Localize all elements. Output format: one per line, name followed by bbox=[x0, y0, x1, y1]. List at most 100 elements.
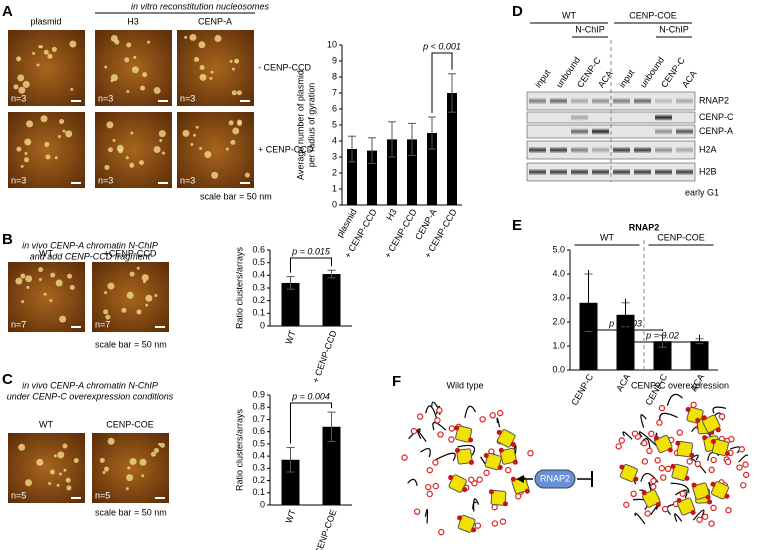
blot-band bbox=[613, 98, 630, 104]
blot-band bbox=[592, 169, 609, 175]
cenp-c bbox=[490, 490, 507, 506]
y-axis-label: per radius of gyration bbox=[306, 83, 316, 168]
blot-band bbox=[550, 169, 567, 175]
p-bracket bbox=[625, 298, 700, 343]
nucleosome bbox=[413, 508, 421, 515]
blot-band bbox=[655, 169, 672, 175]
cenp-c bbox=[499, 447, 517, 465]
nucleosome bbox=[505, 466, 512, 474]
bar bbox=[447, 93, 457, 205]
p-value: p = 0.015 bbox=[291, 246, 331, 256]
nucleosome bbox=[425, 483, 432, 491]
afm-particle bbox=[57, 451, 65, 459]
dna-loop bbox=[674, 489, 688, 499]
afm-particle bbox=[129, 458, 137, 466]
scale-label: scale bar = 50 nm bbox=[95, 339, 167, 349]
afm-image bbox=[8, 262, 85, 332]
blot-band bbox=[571, 128, 588, 135]
y-tick-label: 0 bbox=[260, 499, 265, 509]
nucleosome bbox=[499, 518, 507, 525]
dna-loop bbox=[425, 405, 438, 419]
y-tick-label: 8 bbox=[332, 71, 337, 81]
lane-label: ACA bbox=[596, 69, 615, 90]
afm-particle bbox=[40, 115, 48, 123]
afm-particle bbox=[107, 437, 115, 445]
x-tick-label: CENP-COE bbox=[313, 508, 339, 550]
nucleosome bbox=[434, 417, 441, 424]
column-label: CENP-A bbox=[198, 16, 232, 26]
dna-loop bbox=[420, 447, 431, 458]
cenp-a bbox=[707, 499, 713, 505]
afm-particle bbox=[20, 273, 26, 279]
afm-particle bbox=[110, 35, 118, 43]
cenp-a bbox=[497, 465, 503, 471]
y-tick-label: 5.0 bbox=[552, 244, 565, 254]
y-tick-label: 0.1 bbox=[252, 487, 265, 497]
cenp-a bbox=[724, 450, 730, 456]
y-tick-label: 0 bbox=[332, 199, 337, 209]
y-tick-label: 5 bbox=[332, 119, 337, 129]
cenp-a bbox=[488, 489, 494, 495]
afm-particle bbox=[198, 41, 206, 49]
cenp-a bbox=[689, 452, 695, 458]
blot-band bbox=[571, 169, 588, 175]
afm-particle bbox=[139, 458, 147, 466]
nucleosome bbox=[718, 413, 726, 420]
afm-particle bbox=[26, 285, 30, 289]
nucleosome bbox=[644, 510, 651, 517]
p-value: p = 0.004 bbox=[291, 391, 330, 401]
nucleosome bbox=[426, 490, 433, 498]
nucleosome bbox=[660, 474, 667, 481]
cenp-a bbox=[667, 447, 673, 453]
afm-particle bbox=[16, 56, 22, 62]
afm-particle bbox=[193, 133, 197, 137]
afm-particle bbox=[49, 469, 55, 475]
afm-particle bbox=[146, 40, 150, 44]
dna-loop bbox=[638, 431, 659, 448]
dna-loop bbox=[424, 509, 429, 524]
afm-particle bbox=[138, 160, 144, 166]
afm-particle bbox=[161, 151, 165, 155]
nucleosome bbox=[410, 427, 418, 435]
afm-particle bbox=[38, 277, 42, 281]
afm-particle bbox=[18, 443, 26, 451]
cenp-a bbox=[684, 475, 690, 481]
afm-particle bbox=[48, 482, 52, 486]
cenp-a bbox=[676, 498, 682, 504]
cenp-c bbox=[456, 448, 473, 465]
nucleosome bbox=[615, 443, 622, 450]
blot-band bbox=[529, 98, 546, 104]
nucleosome bbox=[679, 490, 686, 497]
cenp-a bbox=[448, 475, 454, 481]
p-value: p < 0.001 bbox=[422, 41, 461, 51]
cenp-a bbox=[670, 463, 676, 469]
afm-particle bbox=[50, 272, 56, 278]
afm-particle bbox=[62, 443, 68, 449]
afm-particle bbox=[69, 40, 77, 48]
afm-particle bbox=[214, 35, 222, 43]
afm-particle bbox=[126, 474, 134, 482]
afm-particle bbox=[22, 80, 30, 88]
nucleosome bbox=[701, 513, 709, 520]
afm-particle bbox=[133, 55, 137, 59]
n-label: n=3 bbox=[11, 93, 26, 103]
cenp-a bbox=[705, 494, 711, 500]
nucleosome bbox=[476, 476, 483, 483]
blot-band bbox=[571, 147, 588, 153]
nucleosome bbox=[648, 430, 655, 438]
afm-particle bbox=[140, 85, 146, 91]
n-label: n=3 bbox=[98, 93, 113, 103]
column-label: WT bbox=[39, 419, 53, 429]
cenp-a bbox=[690, 510, 696, 516]
arrow-head bbox=[516, 475, 524, 483]
bar bbox=[427, 133, 437, 205]
afm-particle bbox=[110, 74, 118, 82]
dna-loop bbox=[634, 512, 646, 525]
cenp-a bbox=[496, 429, 502, 435]
afm-particle bbox=[129, 271, 135, 277]
afm-particle bbox=[126, 42, 132, 48]
afm-particle bbox=[58, 472, 62, 476]
blot-band bbox=[613, 147, 630, 153]
afm-particle bbox=[228, 120, 234, 126]
nucleosome bbox=[661, 505, 669, 513]
